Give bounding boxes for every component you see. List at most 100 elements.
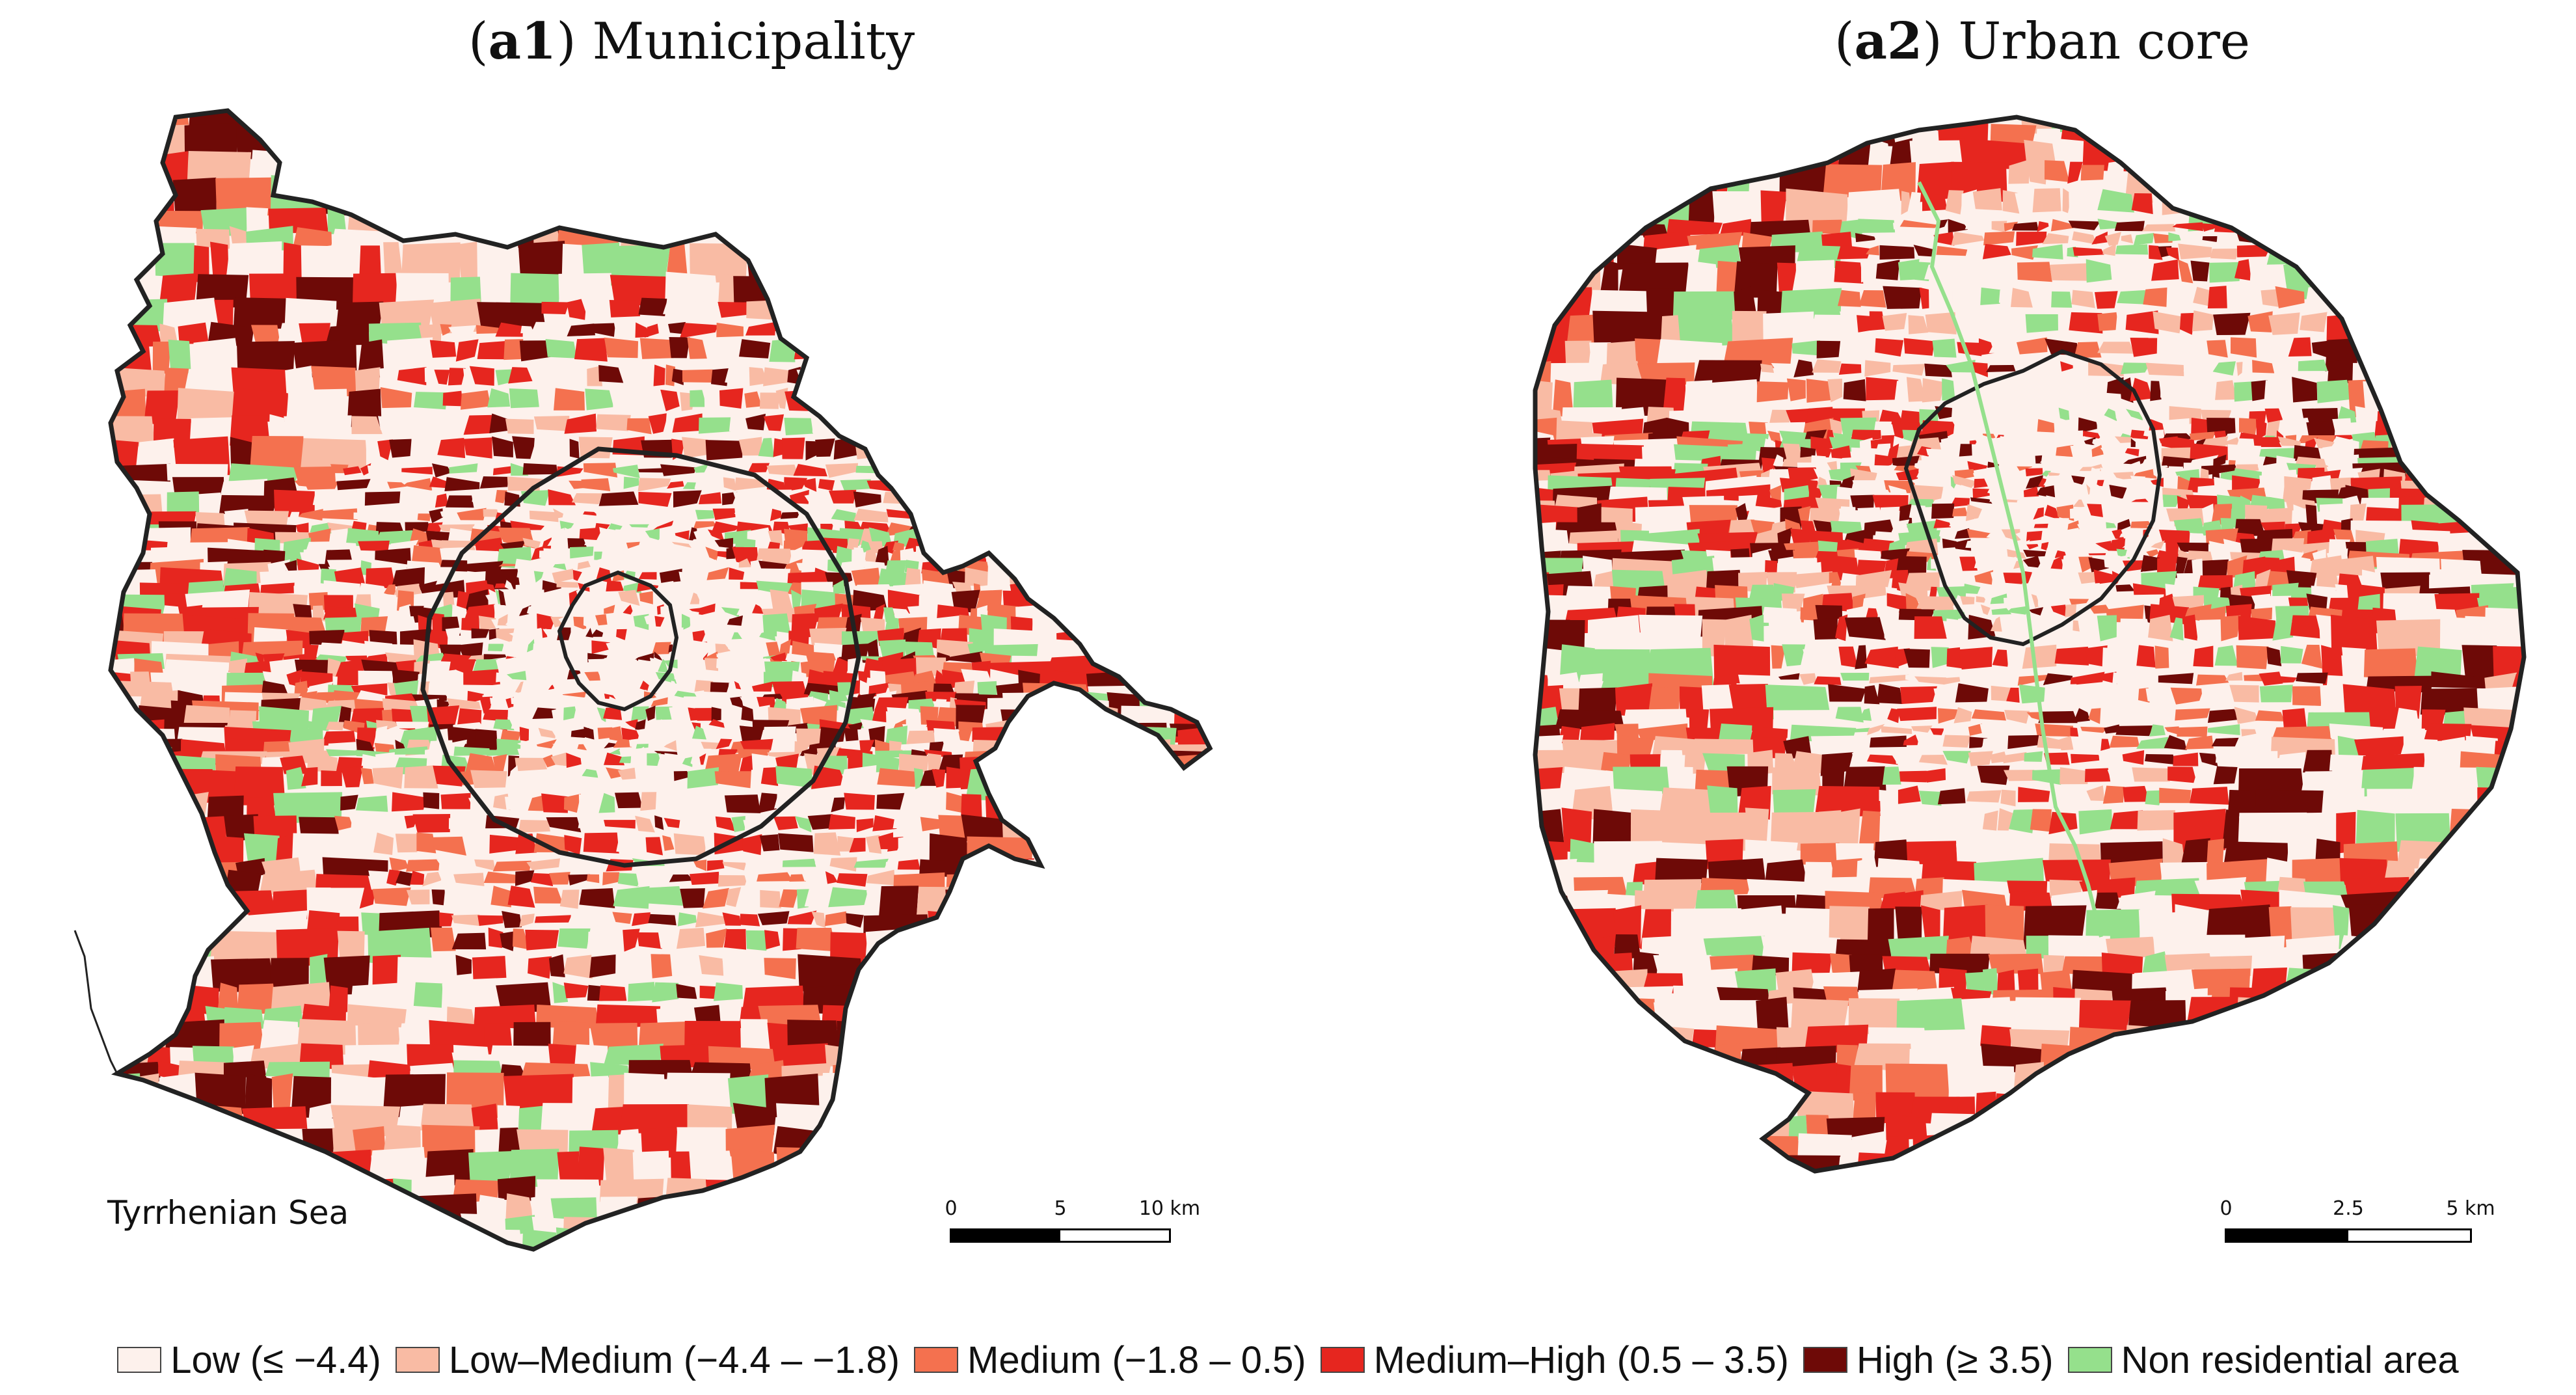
urban-core-choropleth — [1535, 117, 2524, 1171]
zone-polygon — [1778, 673, 1800, 680]
zone-polygon — [2380, 142, 2436, 172]
zone-polygon — [2015, 418, 2039, 432]
zone-polygon — [1147, 326, 1210, 347]
zone-polygon — [2093, 569, 2115, 585]
zone-polygon — [1023, 440, 1093, 476]
zone-polygon — [1186, 593, 1210, 632]
zone-polygon — [66, 768, 89, 803]
zone-polygon — [144, 1128, 199, 1155]
zone-polygon — [148, 869, 194, 895]
zone-polygon — [2397, 244, 2430, 267]
zone-polygon — [2061, 956, 2106, 976]
zone-polygon — [1018, 175, 1086, 218]
zone-polygon — [1898, 785, 1921, 804]
zone-polygon — [420, 1104, 477, 1131]
zone-polygon — [124, 929, 194, 968]
zone-polygon — [2071, 290, 2095, 308]
zone-polygon — [965, 322, 997, 347]
zone-polygon — [394, 680, 419, 696]
zone-polygon — [1835, 939, 1892, 959]
zone-polygon — [585, 627, 593, 638]
zone-polygon — [759, 392, 779, 409]
zone-polygon — [1980, 287, 2001, 305]
zone-polygon — [876, 792, 905, 810]
zone-polygon — [1535, 286, 1555, 321]
zone-polygon — [2482, 315, 2524, 349]
zone-polygon — [673, 833, 707, 856]
zone-polygon — [1880, 506, 1900, 525]
zone-polygon — [871, 1215, 892, 1236]
zone-polygon — [852, 589, 887, 612]
zone-polygon — [2099, 753, 2127, 765]
zone-polygon — [2102, 243, 2116, 256]
zone-polygon — [204, 85, 252, 102]
zone-polygon — [1055, 85, 1084, 100]
zone-polygon — [1122, 591, 1191, 632]
zone-polygon — [772, 740, 798, 755]
zone-polygon — [907, 111, 975, 137]
zone-polygon — [1877, 604, 1900, 621]
zone-polygon — [610, 558, 630, 569]
zone-polygon — [1596, 124, 1656, 146]
zone-polygon — [1951, 232, 1985, 246]
zone-polygon — [598, 365, 624, 383]
zone-polygon — [1850, 494, 1875, 511]
zone-polygon — [487, 388, 511, 408]
zone-polygon — [1166, 464, 1204, 487]
zone-polygon — [2518, 498, 2524, 523]
zone-polygon — [111, 416, 155, 447]
zone-polygon — [2149, 724, 2166, 737]
zone-polygon — [434, 370, 450, 385]
zone-polygon — [623, 928, 640, 952]
zone-polygon — [2475, 232, 2505, 253]
zone-polygon — [758, 126, 808, 164]
zone-polygon — [1033, 150, 1086, 184]
zone-polygon — [367, 476, 389, 488]
zone-polygon — [757, 640, 770, 655]
zone-polygon — [699, 492, 722, 504]
zone-polygon — [2480, 286, 2506, 319]
zone-polygon — [595, 122, 658, 163]
zone-polygon — [660, 464, 697, 476]
zone-polygon — [1231, 325, 1275, 345]
zone-polygon — [2503, 540, 2524, 568]
zone-polygon — [2187, 161, 2218, 203]
zone-polygon — [367, 85, 402, 102]
zone-polygon — [1964, 809, 1985, 834]
zone-polygon — [2489, 999, 2524, 1038]
zone-polygon — [608, 1074, 628, 1116]
zone-polygon — [2113, 463, 2130, 470]
zone-polygon — [724, 580, 742, 593]
zone-polygon — [715, 816, 736, 832]
zone-polygon — [457, 508, 487, 521]
zone-polygon — [1939, 219, 1948, 229]
zone-polygon — [2119, 117, 2144, 136]
zone-polygon — [638, 491, 672, 507]
zone-polygon — [1090, 478, 1113, 499]
zone-polygon — [722, 955, 753, 977]
zone-polygon — [299, 697, 328, 711]
zone-polygon — [2112, 497, 2128, 503]
zone-polygon — [702, 652, 708, 661]
zone-polygon — [1272, 244, 1275, 282]
zone-polygon — [1997, 464, 2017, 469]
zone-polygon — [1176, 690, 1210, 710]
zone-polygon — [2468, 877, 2524, 896]
zone-polygon — [2255, 789, 2324, 817]
zone-polygon — [947, 1150, 986, 1189]
zone-polygon — [1018, 915, 1040, 936]
zone-polygon — [1970, 497, 1992, 504]
zone-polygon — [1990, 616, 2002, 632]
zone-polygon — [2234, 707, 2259, 724]
zone-polygon — [472, 956, 507, 979]
zone-polygon — [2097, 342, 2135, 354]
zone-polygon — [783, 538, 806, 550]
zone-polygon — [505, 1193, 534, 1222]
zone-polygon — [111, 721, 116, 742]
zone-polygon — [2115, 310, 2127, 334]
zone-polygon — [1657, 245, 1697, 268]
zone-polygon — [1961, 552, 1982, 557]
zone-polygon — [412, 814, 451, 833]
zone-polygon — [2169, 287, 2197, 308]
zone-polygon — [2255, 710, 2285, 722]
